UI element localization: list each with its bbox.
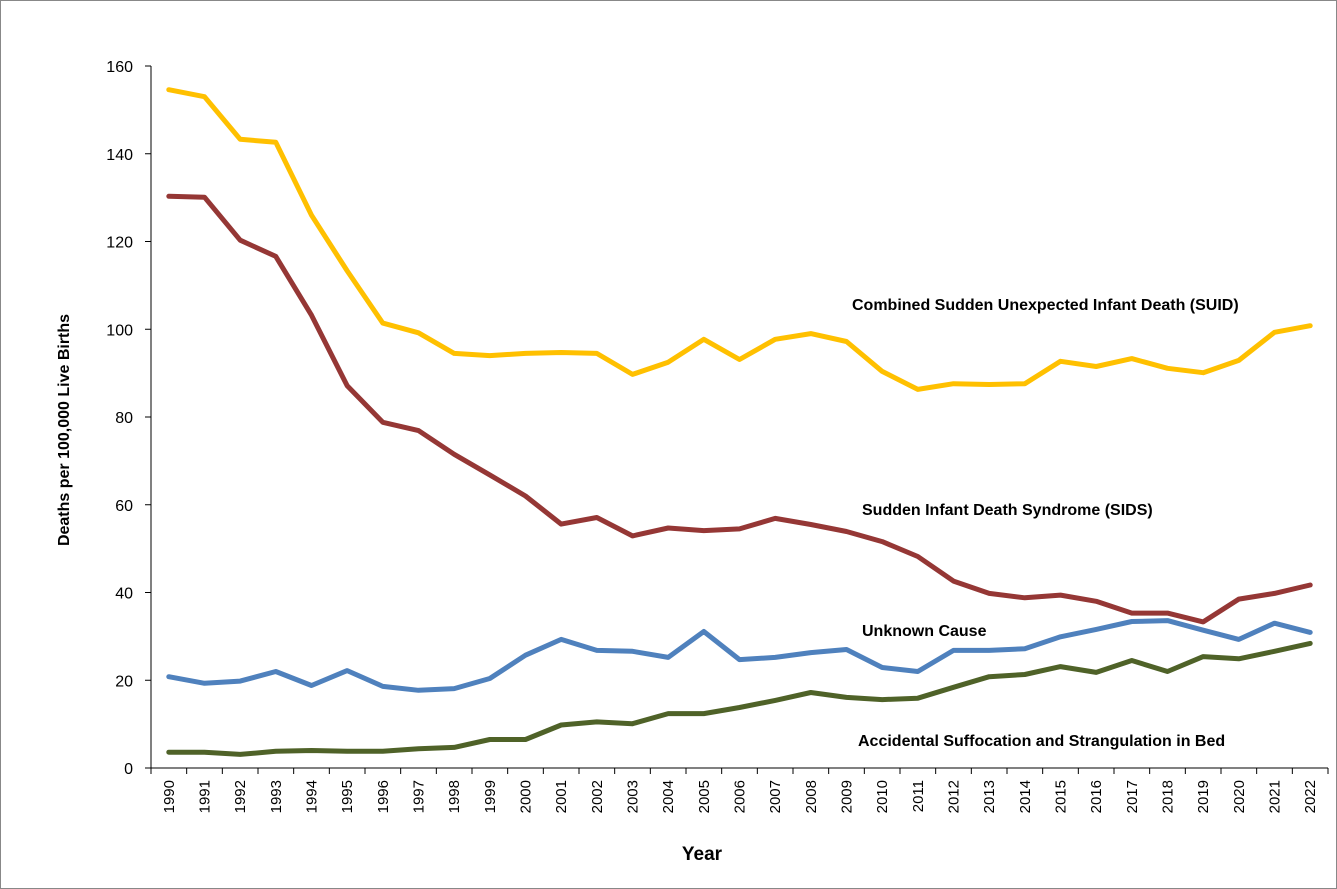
x-tick-label: 2020 [1231, 780, 1248, 813]
x-tick-label: 2005 [696, 780, 713, 813]
x-tick-label: 2012 [946, 780, 963, 813]
series-line-2 [166, 618, 1313, 693]
y-tick-label: 20 [115, 673, 133, 690]
x-tick-label: 2014 [1017, 780, 1034, 813]
x-tick-label: 2009 [839, 780, 856, 813]
x-tick-label: 2022 [1302, 780, 1319, 813]
x-tick-label: 2007 [767, 780, 784, 813]
x-axis-ticks: 1990 1991 1992 1993 1994 1995 1996 1997 1998 1999… [150, 768, 1329, 813]
y-axis-title: Deaths per 100,000 Live Births [56, 314, 73, 546]
y-tick-label: 100 [106, 322, 133, 339]
x-tick-label: 1994 [304, 780, 321, 813]
y-axis-ticks: 0 20 40 60 80 100 120 140 160 [106, 59, 151, 778]
x-tick-label: 2021 [1267, 780, 1284, 813]
series-line-1 [166, 193, 1313, 625]
x-tick-label: 1996 [375, 780, 392, 813]
y-tick-label: 80 [115, 410, 133, 427]
x-tick-label: 2019 [1195, 780, 1212, 813]
y-tick-label: 120 [106, 235, 133, 252]
x-tick-label: 2013 [981, 780, 998, 813]
y-tick-label: 0 [124, 761, 133, 778]
x-tick-label: 2001 [553, 780, 570, 813]
series-line-0 [166, 87, 1313, 392]
y-tick-label: 140 [106, 147, 133, 164]
x-tick-label: 2008 [803, 780, 820, 813]
series-label-unknown-cause: Unknown Cause [862, 623, 987, 640]
x-tick-label: 2016 [1088, 780, 1105, 813]
x-tick-label: 1998 [446, 780, 463, 813]
x-tick-label: 2002 [589, 780, 606, 813]
x-tick-label: 2006 [732, 780, 749, 813]
series-label-asphyxia: Accidental Suffocation and Strangulation… [858, 733, 1225, 750]
x-tick-label: 2017 [1124, 780, 1141, 813]
y-tick-label: 60 [115, 498, 133, 515]
x-tick-label: 2010 [874, 780, 891, 813]
x-tick-label: 1995 [339, 780, 356, 813]
x-tick-label: 1992 [232, 780, 249, 813]
series-lines [166, 87, 1313, 757]
x-tick-label: 2018 [1160, 780, 1177, 813]
x-tick-label: 2000 [518, 780, 535, 813]
x-axis-title: Year [682, 844, 723, 865]
x-tick-label: 2015 [1053, 780, 1070, 813]
series-label-sids: Sudden Infant Death Syndrome (SIDS) [862, 502, 1153, 519]
x-tick-label: 2011 [910, 780, 927, 812]
series-line-3 [166, 640, 1313, 757]
x-tick-label: 2003 [625, 780, 642, 813]
x-tick-label: 1997 [411, 780, 428, 813]
x-tick-label: 1993 [268, 780, 285, 813]
y-tick-label: 160 [106, 59, 133, 76]
x-tick-label: 1999 [482, 780, 499, 813]
x-tick-label: 1990 [161, 780, 178, 813]
x-tick-label: 2004 [660, 780, 677, 813]
y-tick-label: 40 [115, 586, 133, 603]
series-label-suid: Combined Sudden Unexpected Infant Death … [852, 297, 1239, 314]
x-tick-label: 1991 [197, 780, 214, 813]
